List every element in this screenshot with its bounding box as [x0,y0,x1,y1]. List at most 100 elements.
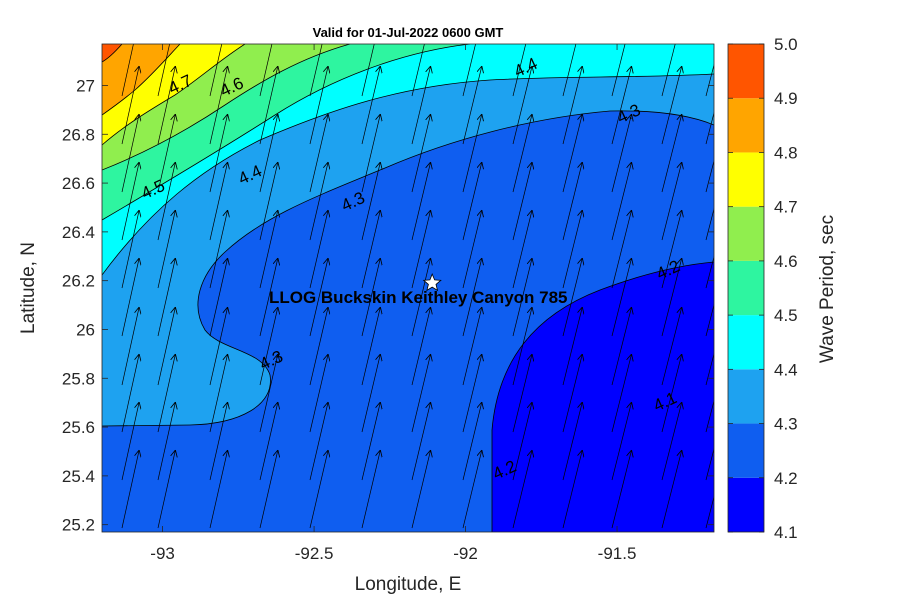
y-tick-label: 25.6 [62,418,95,437]
wave-arrow [462,354,482,433]
wave-arrow [309,258,328,337]
wave-arrow [121,210,139,289]
colorbar-frame [727,43,765,533]
x-axis-label: Longitude, E [355,574,462,595]
wave-arrow [611,450,632,529]
wave-arrow [705,63,714,97]
x-axis: -93 -92.5 -92 -91.5 [150,44,636,563]
colorbar-label: Wave Period, sec [817,215,838,363]
y-tick-label: 26.4 [62,223,95,242]
colorbar-tick-label: 5.0 [774,35,798,54]
wave-arrow [121,354,139,433]
wave-arrow [121,450,139,529]
wave-arrow [361,66,380,145]
x-tick-label: -93 [150,544,175,563]
colorbar-swatch [728,152,764,207]
wave-arrow [611,258,632,337]
wave-arrow [611,402,632,481]
wave-arrow [157,354,175,433]
wave-arrow [259,354,278,433]
wave-arrow [157,450,175,529]
contour-line-4.9 [102,44,123,63]
contour-line-4.3 [102,110,714,427]
y-tick-label: 26 [76,320,95,339]
wave-arrow [512,354,532,433]
wave-arrow [309,354,328,433]
contour-line-4.4 [102,73,714,276]
wave-arrow [309,114,328,193]
wave-arrow [121,162,139,241]
wave-arrow [462,44,476,97]
wave-arrow [209,402,228,481]
wave-arrow [705,159,714,193]
x-tick-label: -91.5 [598,544,637,563]
wave-arrow [361,307,380,386]
wave-arrow [562,44,577,97]
colorbar-swatch [728,206,764,261]
site-label: LLOG Buckskin Keithley Canyon 785 [269,288,568,307]
wave-arrow [411,114,431,193]
colorbar-swatch [728,260,764,316]
colorbar-swatch [728,98,764,153]
wave-arrow [361,258,380,337]
wave-arrow [705,207,714,241]
colorbar-tick-label: 4.9 [774,89,798,108]
colorbar-tick-label: 4.1 [774,523,798,542]
wave-arrow [361,114,380,193]
wave-arrow [661,162,682,241]
wave-arrow [259,307,278,386]
wave-arrow [661,210,682,289]
wave-arrow [462,402,482,481]
wave-arrow [157,210,175,289]
x-tick-label: -92 [453,544,478,563]
colorbar-tick-label: 4.2 [774,469,798,488]
wave-arrow [462,307,482,386]
wave-arrow [209,354,228,433]
colorbar-swatch [728,369,764,424]
wave-arrow [705,447,714,481]
wave-arrow [157,258,175,337]
wave-arrow [411,258,431,337]
wave-arrow [361,402,380,481]
wave-arrow [157,114,175,193]
wave-arrow [411,162,431,241]
y-tick-label: 25.4 [62,467,95,486]
wave-arrow [309,210,328,289]
wave-arrow [611,354,632,433]
wave-arrow [121,258,139,337]
wave-arrow [411,402,431,481]
y-tick-label: 25.2 [62,516,95,535]
wave-arrow [209,307,228,386]
wave-arrow [157,402,175,481]
wave-arrow [512,258,532,337]
wave-arrow [661,114,682,193]
wave-arrow [661,307,682,386]
wave-arrow [562,402,582,481]
wave-arrow [512,114,532,193]
wave-arrow [209,114,228,193]
wave-arrow [705,352,714,386]
x-tick-label: -92.5 [295,544,334,563]
wave-arrow [562,450,582,529]
colorbar: 4.1 4.2 4.3 4.4 4.5 4.6 4.7 4.8 4.9 5.0 [727,35,798,542]
wave-arrow [209,66,228,145]
wave-arrow [361,450,380,529]
y-tick-label: 26.2 [62,272,95,291]
wave-arrow [462,66,482,145]
colorbar-swatch [728,423,764,478]
wave-arrow [512,402,532,481]
wave-arrow [611,210,632,289]
wave-arrow [121,66,139,145]
y-axis: 25.2 25.4 25.6 25.8 26 26.2 26.4 26.6 26.8 27 [62,76,714,535]
wave-arrow [611,114,632,193]
y-tick-label: 26.6 [62,174,95,193]
wave-arrow [661,66,682,145]
wave-arrow [705,111,714,145]
band-4.8-4.9 [102,44,180,115]
wave-arrow [411,354,431,433]
plot-frame [101,43,715,533]
colorbar-tick-label: 4.8 [774,143,798,162]
wave-arrow [562,114,582,193]
contour-line-4.8 [102,44,181,116]
wave-arrow [512,66,532,145]
